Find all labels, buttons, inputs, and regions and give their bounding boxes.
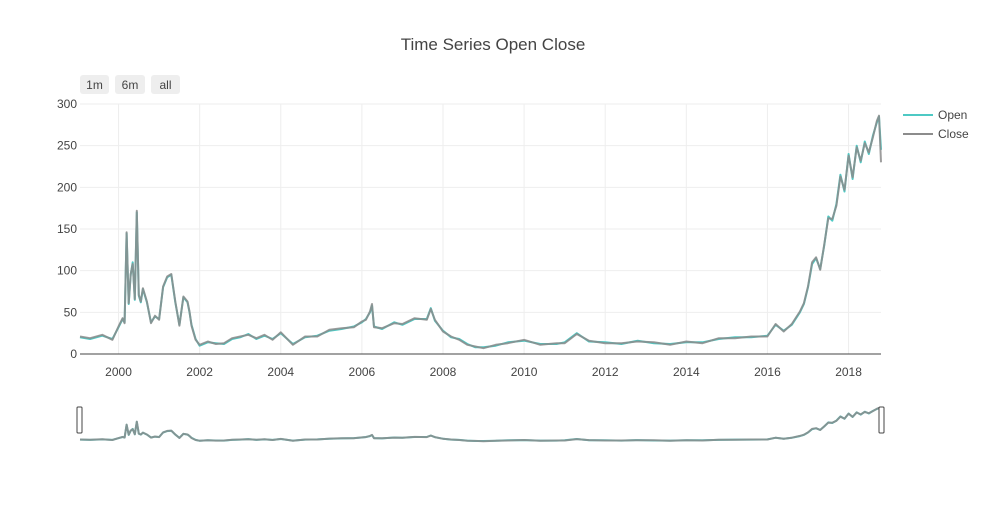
- legend-label[interactable]: Close: [938, 127, 969, 141]
- slider-line-open: [79, 407, 882, 442]
- slider-handle-left[interactable]: [76, 406, 83, 434]
- x-tick-label: 2004: [267, 365, 294, 379]
- x-tick-label: 2010: [511, 365, 538, 379]
- y-tick-label: 150: [57, 222, 77, 236]
- y-tick-label: 300: [57, 97, 77, 111]
- range-slider[interactable]: [76, 406, 885, 443]
- range-button-label[interactable]: 6m: [122, 78, 139, 92]
- y-tick-label: 100: [57, 264, 77, 278]
- y-tick-label: 0: [70, 347, 77, 361]
- y-tick-label: 50: [64, 305, 78, 319]
- range-button-label[interactable]: all: [159, 78, 171, 92]
- x-tick-label: 2012: [592, 365, 619, 379]
- y-gridlines: [80, 103, 881, 313]
- x-tick-label: 2006: [349, 365, 376, 379]
- range-button-all[interactable]: all: [151, 75, 180, 94]
- x-tick-label: 2016: [754, 365, 781, 379]
- x-gridlines: [118, 104, 850, 354]
- range-button-bg[interactable]: [80, 75, 109, 94]
- x-axis-ticks: 2000 2002 2004 2006 2008 2010 2012 2014 2016 2018: [105, 365, 862, 379]
- range-button-6m[interactable]: 6m: [115, 75, 145, 94]
- chart-title: Time Series Open Close: [401, 35, 586, 54]
- x-tick-label: 2000: [105, 365, 132, 379]
- y-tick-label: 200: [57, 180, 77, 194]
- legend[interactable]: Open Close: [903, 108, 969, 141]
- range-button-1m[interactable]: 1m: [80, 75, 109, 94]
- range-button-bg[interactable]: [151, 75, 180, 94]
- x-tick-label: 2018: [835, 365, 862, 379]
- x-tick-label: 2002: [186, 365, 213, 379]
- y-tick-label: 250: [57, 139, 77, 153]
- slider-line-close: [79, 407, 882, 443]
- slider-handle-right[interactable]: [878, 406, 885, 434]
- range-button-label[interactable]: 1m: [86, 78, 103, 92]
- y-axis-ticks: 0 50 100 150 200 250 300: [57, 97, 77, 361]
- plot-area[interactable]: [79, 114, 882, 350]
- range-button-bg[interactable]: [115, 75, 145, 94]
- series-line-close[interactable]: [79, 114, 882, 350]
- x-tick-label: 2014: [673, 365, 700, 379]
- range-selector[interactable]: 1m 6m all: [80, 75, 180, 94]
- legend-label[interactable]: Open: [938, 108, 967, 122]
- x-tick-label: 2008: [430, 365, 457, 379]
